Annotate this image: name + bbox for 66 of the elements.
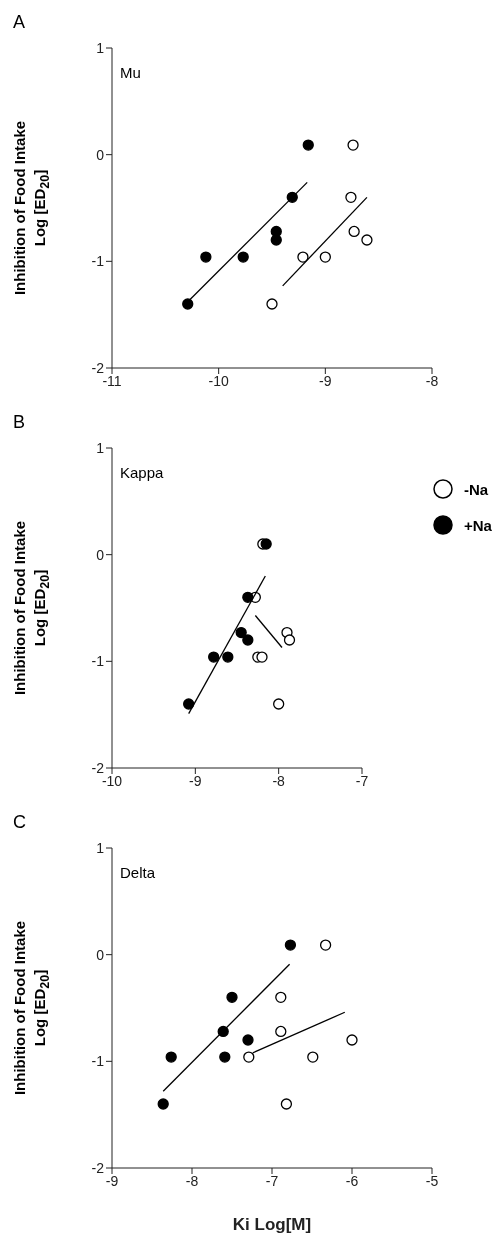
y-tick-label: 0 [96,146,105,163]
point [280,1098,293,1110]
x-tick-label: -5 [425,1172,439,1189]
point [284,939,297,951]
x-tick-label: -6 [345,1172,359,1189]
point [346,1034,358,1046]
x-tick-label: -9 [319,372,332,389]
point [307,1051,319,1063]
point [242,1034,254,1046]
point [243,1051,255,1063]
legend-label: -Na [464,480,489,498]
point [348,225,360,238]
x-tick-label: -11 [102,372,122,389]
y-tick-label: -2 [91,359,105,376]
x-tick-label: -8 [425,372,439,389]
x-tick-label: -8 [272,772,286,789]
point [302,139,314,151]
y-tick-label: 1 [96,839,105,856]
point [266,298,278,310]
point [219,1051,231,1063]
point [345,191,357,203]
y-tick-label: -1 [91,253,105,270]
text: Mu [120,64,141,81]
y-tick-label: 1 [96,39,105,56]
point [319,939,332,951]
point [157,1098,169,1110]
y-tick-label: 0 [96,946,105,963]
point [235,626,247,639]
x-axis-title: Ki Log[M] [232,1215,312,1235]
point [200,251,212,263]
point [165,1051,177,1063]
point [222,651,234,663]
point [270,234,282,246]
point [361,234,373,246]
legend-label: +Na [464,516,492,534]
point [226,991,238,1003]
x-tick-label: -10 [208,372,229,389]
point [242,634,254,646]
x-tick-label: -7 [265,1172,279,1189]
x-tick-label: -9 [105,1172,119,1189]
x-tick-label: -7 [355,772,369,789]
point [283,634,296,646]
y-tick-label: -2 [91,1159,105,1176]
point [237,251,249,263]
text: Delta [120,864,156,881]
point [182,298,194,310]
point [347,139,359,151]
point [275,991,287,1003]
x-tick-label: -9 [189,772,202,789]
y-tick-label: -1 [91,1053,105,1070]
point [183,698,195,710]
y-tick-label: 0 [96,546,105,563]
point [275,1025,287,1038]
text: Kappa [120,464,164,481]
point [273,698,285,710]
point [297,251,309,263]
y-tick-label: -1 [91,653,105,670]
chart-title: C [13,812,26,833]
y-tick-label: 1 [96,439,105,456]
point [319,251,331,263]
x-tick-label: -8 [185,1172,199,1189]
point [242,591,254,603]
point [208,651,220,663]
chart-title: B [13,412,26,433]
chart-title: A [13,12,26,33]
point [256,651,268,663]
